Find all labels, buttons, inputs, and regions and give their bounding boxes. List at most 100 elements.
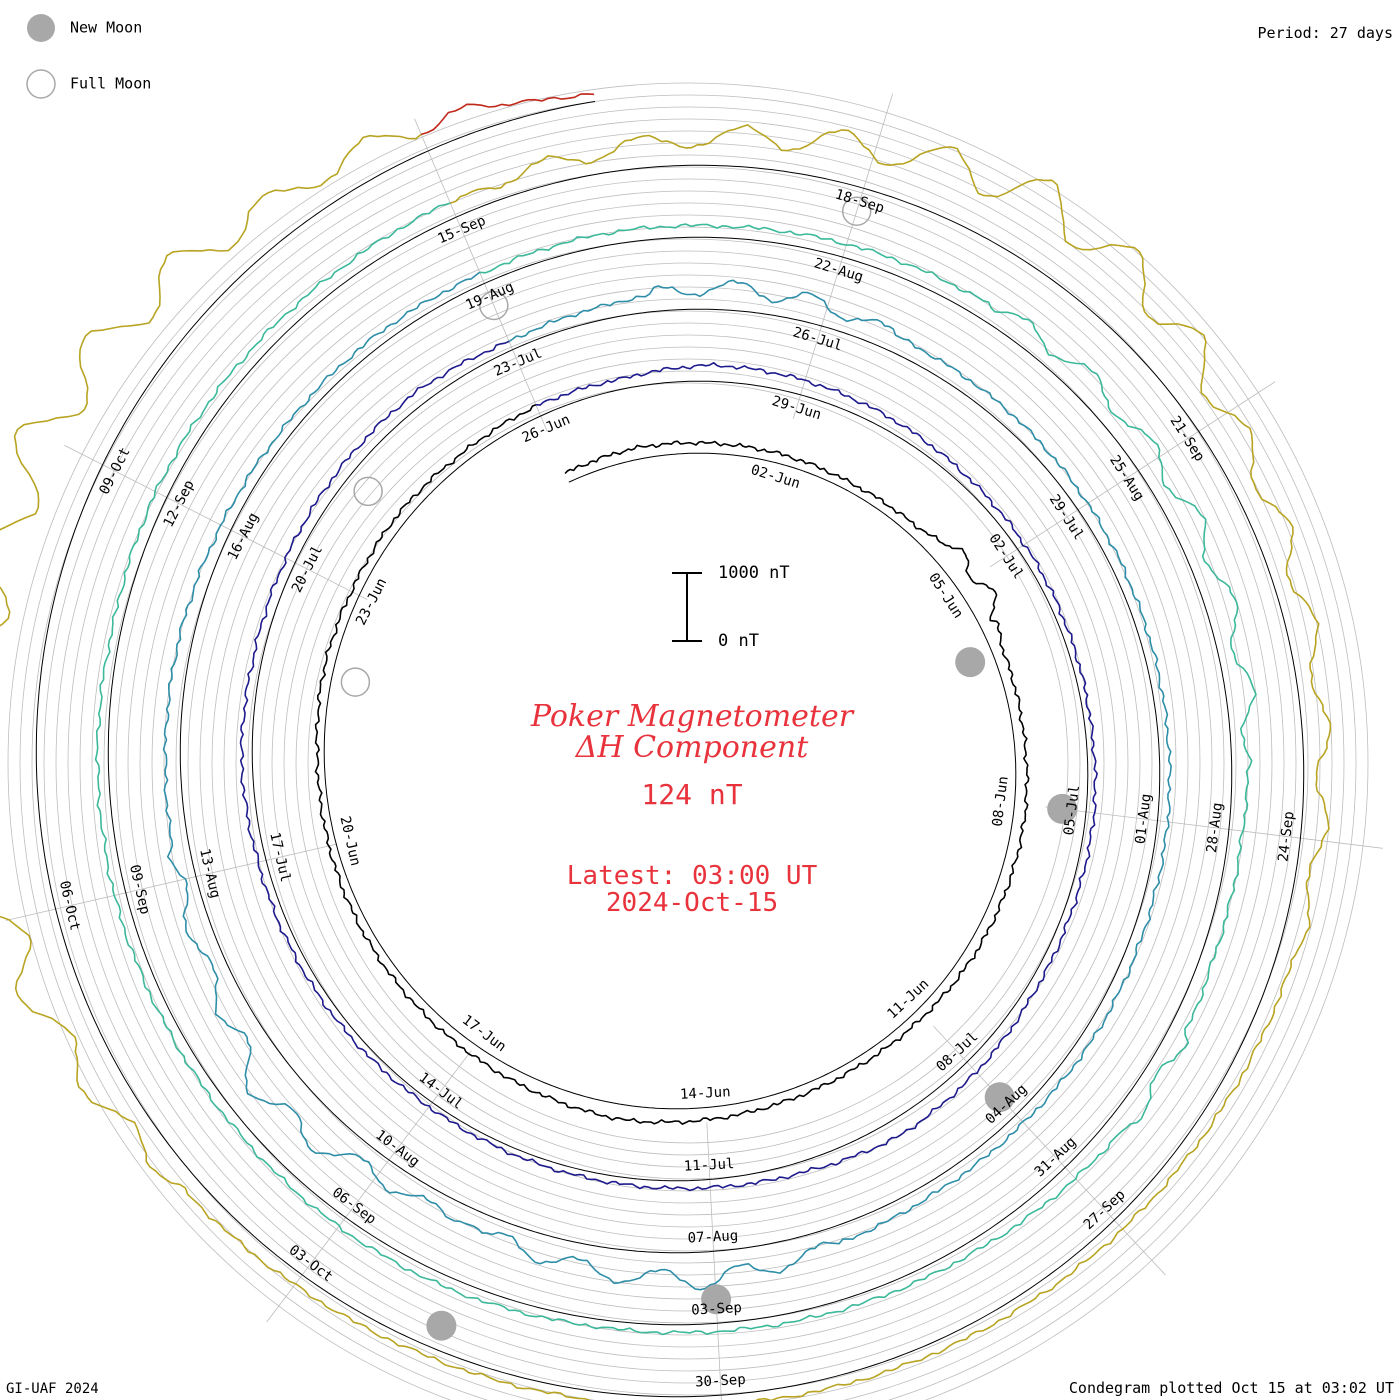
grid-radial-line — [933, 1026, 1166, 1276]
grid-circle — [91, 166, 1285, 1360]
grid-circle — [43, 118, 1333, 1400]
grid-circle — [19, 94, 1357, 1400]
date-tick-label: 23-Jun — [353, 576, 390, 628]
grid-circle — [55, 130, 1321, 1396]
series-ring-2 — [239, 340, 1098, 1192]
date-tick-label: 06-Sep — [329, 1185, 379, 1228]
grid-circle — [115, 190, 1261, 1336]
date-tick-label: 12-Sep — [161, 478, 198, 530]
date-tick-label: 11-Jul — [683, 1156, 734, 1175]
date-tick-label: 27-Sep — [1081, 1187, 1129, 1233]
footer-credit: GI-UAF 2024 — [6, 1381, 99, 1397]
full-moon-marker — [841, 196, 872, 226]
date-tick-label: 28-Aug — [1204, 802, 1226, 854]
date-tick-label: 19-Aug — [463, 279, 516, 313]
baseline-layer — [35, 101, 1305, 1398]
baseline-ring-2 — [251, 349, 1089, 1182]
date-tick-label: 14-Jun — [680, 1084, 731, 1103]
grid-circle — [259, 334, 1117, 1192]
date-tick-label: 03-Sep — [691, 1300, 742, 1319]
grid-radial-line — [266, 1050, 472, 1323]
baseline-ring-5 — [35, 150, 1305, 1398]
date-tick-label: 17-Jun — [459, 1012, 509, 1055]
series-ring-6 — [420, 93, 595, 136]
series-ring-4 — [94, 202, 1257, 1336]
grid-circle — [139, 214, 1237, 1312]
new-moon-marker — [984, 1082, 1015, 1113]
grid-circle — [247, 322, 1129, 1204]
moon-layer — [340, 196, 1078, 1341]
grid-circle — [7, 82, 1369, 1400]
grid-circle — [175, 250, 1201, 1276]
date-tick-label: 05-Jun — [925, 570, 966, 621]
new-moon-marker — [426, 1310, 457, 1341]
baseline-ring-3 — [179, 282, 1161, 1254]
date-tick-label: 01-Aug — [1133, 793, 1155, 845]
latest-time: Latest: 03:00 UT — [567, 861, 818, 891]
full-moon-legend-icon — [26, 69, 56, 99]
grid-circle — [103, 178, 1273, 1348]
grid-radial-line — [64, 444, 368, 600]
grid-radial-line — [792, 93, 894, 419]
date-tick-label: 09-Oct — [96, 445, 133, 497]
date-tick-label: 15-Sep — [435, 213, 488, 247]
series-layer — [0, 93, 1332, 1400]
date-tick-label: 25-Aug — [1106, 453, 1147, 504]
date-tick-label: 24-Sep — [1275, 810, 1297, 862]
date-tick-label: 05-Jul — [1061, 784, 1083, 836]
baseline-ring-4 — [107, 216, 1233, 1326]
new-moon-marker — [955, 647, 986, 678]
new-moon-marker — [1047, 793, 1078, 824]
current-value: 124 nT — [641, 778, 742, 811]
date-tick-label: 31-Aug — [1032, 1134, 1080, 1180]
date-tick-label: 20-Jul — [289, 543, 326, 595]
legend: New Moon Full Moon — [26, 14, 151, 99]
date-tick-label: 08-Jun — [990, 775, 1012, 827]
grid-circle — [295, 370, 1081, 1156]
date-tick-label: 03-Oct — [286, 1242, 336, 1285]
footer-plot-time: Condegram plotted Oct 15 at 03:02 UT — [1069, 1379, 1394, 1397]
date-tick-label: 02-Jun — [749, 462, 802, 492]
full-moon-legend-label: Full Moon — [70, 75, 151, 93]
series-ring-1 — [314, 403, 1030, 1125]
grid-circle — [67, 142, 1309, 1384]
grid-circle — [271, 346, 1105, 1180]
scale-bottom-label: 0 nT — [718, 631, 759, 651]
grid-circle — [127, 202, 1249, 1324]
date-tick-label: 30-Sep — [695, 1372, 746, 1391]
grid-circle — [307, 382, 1069, 1144]
baseline-ring-1 — [323, 415, 1017, 1110]
grid-circle — [211, 286, 1165, 1240]
full-moon-marker — [353, 476, 383, 507]
period-label: Period: 27 days — [1258, 24, 1393, 42]
latest-date: 2024-Oct-15 — [606, 888, 778, 918]
grid-circle — [223, 298, 1153, 1228]
grid-radial-line — [414, 118, 548, 432]
date-tick-label: 26-Jun — [520, 412, 573, 446]
date-tick-label: 29-Jun — [770, 393, 823, 423]
full-moon-marker — [479, 290, 509, 321]
grid-layer — [5, 82, 1383, 1400]
new-moon-legend-icon — [27, 14, 55, 42]
date-tick-label: 07-Aug — [687, 1228, 738, 1247]
series-ring-5 — [0, 124, 1332, 1400]
date-tick-label: 29-Jul — [1046, 492, 1087, 543]
grid-circle — [187, 262, 1189, 1264]
chart-title-line1: Poker Magnetometer — [530, 699, 855, 734]
series-ring-3 — [162, 271, 1172, 1291]
chart-title-line2: ΔH Component — [575, 730, 809, 765]
grid-circle — [163, 238, 1213, 1288]
grid-circle — [151, 226, 1225, 1300]
grid-circle — [235, 310, 1141, 1216]
date-tick-label: 23-Jul — [492, 345, 545, 379]
full-moon-marker — [340, 667, 371, 697]
date-tick-label: 21-Sep — [1167, 413, 1208, 464]
scale-top-label: 1000 nT — [718, 563, 790, 583]
date-tick-label: 14-Jul — [416, 1070, 466, 1113]
grid-circle — [79, 154, 1297, 1372]
grid-circle — [31, 106, 1345, 1400]
baseline-ring-6 — [427, 101, 596, 152]
scale-bar: 1000 nT 0 nT — [672, 563, 790, 651]
grid-circle — [199, 274, 1177, 1252]
